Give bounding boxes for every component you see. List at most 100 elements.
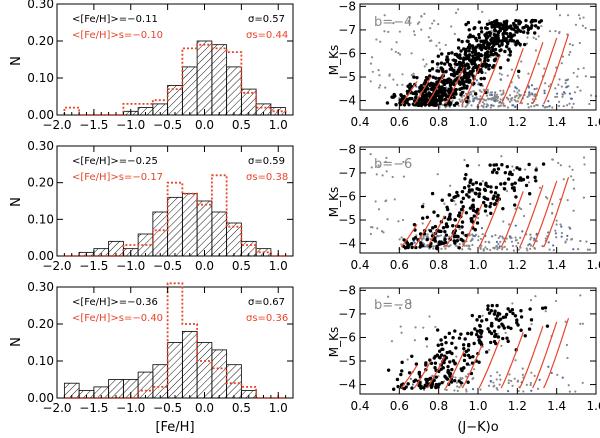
gray-point	[544, 310, 547, 313]
gray-point	[582, 156, 586, 159]
black-point	[469, 217, 473, 221]
black-point	[467, 58, 472, 62]
black-point	[450, 198, 454, 202]
gray-point	[377, 208, 381, 211]
gray-point	[530, 371, 533, 374]
black-point	[511, 311, 515, 316]
gray-point	[463, 158, 466, 162]
gray-point	[458, 386, 461, 389]
black-point	[463, 52, 467, 56]
gray-point	[369, 153, 372, 156]
black-point	[477, 194, 481, 199]
x-tick-label: 0.5	[232, 401, 251, 415]
gray-point	[557, 104, 561, 108]
black-point	[471, 74, 475, 78]
y-tick-label: −4	[338, 378, 356, 392]
black-point	[431, 75, 436, 79]
sigma-black-annotation: σ=0.59	[248, 156, 285, 167]
black-point	[488, 163, 492, 167]
black-point	[487, 311, 492, 315]
blue-point	[538, 378, 541, 381]
black-point	[407, 102, 411, 107]
gray-point	[561, 95, 564, 98]
isochrone-line	[461, 60, 483, 105]
black-point	[473, 191, 478, 195]
gray-point	[511, 244, 515, 248]
black-point	[533, 19, 538, 23]
gray-point	[584, 26, 587, 30]
blue-point	[565, 79, 568, 82]
gray-point	[454, 376, 457, 379]
y-axis-label: N	[9, 56, 24, 66]
gray-point	[492, 31, 495, 34]
blue-point	[413, 241, 416, 244]
gray-point	[489, 374, 492, 378]
gray-point	[486, 247, 489, 251]
gray-point	[438, 48, 442, 51]
black-point	[539, 19, 543, 23]
black-point	[453, 361, 457, 365]
gray-point	[507, 381, 510, 385]
gray-point	[515, 238, 518, 242]
gray-point	[514, 236, 517, 239]
gray-point	[529, 383, 532, 387]
black-point	[478, 324, 482, 328]
gray-point	[516, 100, 519, 103]
gray-point	[392, 21, 395, 25]
black-point	[501, 32, 506, 36]
x-tick-label: 1.0	[468, 115, 487, 129]
blue-point	[495, 240, 499, 244]
gray-point	[561, 55, 565, 58]
black-point	[460, 225, 464, 229]
black-point	[488, 31, 493, 36]
black-point	[477, 20, 482, 24]
black-point	[505, 164, 510, 169]
gray-point	[480, 244, 483, 247]
gray-point	[437, 22, 440, 26]
gray-point	[574, 23, 578, 26]
gray-point	[579, 89, 582, 92]
black-point	[506, 307, 510, 311]
gray-point	[369, 225, 373, 229]
black-point	[480, 70, 484, 75]
gray-point	[398, 53, 402, 56]
gray-point	[461, 105, 464, 108]
gray-point	[479, 388, 482, 391]
black-point	[524, 24, 528, 28]
gray-point	[568, 165, 571, 168]
latitude-label: b=−6	[374, 157, 412, 172]
black-point	[447, 193, 452, 197]
black-point	[429, 92, 433, 97]
black-point	[491, 53, 495, 57]
black-point	[533, 24, 538, 28]
y-tick-label: −8	[338, 0, 356, 13]
gray-point	[528, 94, 531, 97]
black-point	[475, 221, 480, 225]
y-tick-label: 0.10	[27, 71, 54, 85]
blue-point	[561, 376, 564, 379]
gray-point	[529, 202, 532, 206]
gray-point	[573, 91, 577, 94]
gray-point	[375, 38, 378, 41]
gray-point	[590, 94, 593, 97]
gray-point	[534, 93, 537, 96]
gray-point	[559, 164, 562, 167]
panel-cmd-middle: M_Ks	[327, 147, 596, 253]
gray-point	[564, 320, 567, 323]
gray-point	[493, 246, 496, 249]
black-point	[481, 43, 486, 48]
gray-point	[533, 95, 536, 98]
black-point	[480, 319, 484, 323]
gray-point	[402, 160, 405, 164]
gray-point	[437, 234, 441, 238]
gray-point	[578, 17, 582, 20]
black-point	[452, 378, 457, 383]
black-point	[448, 212, 452, 217]
gray-point	[568, 53, 571, 56]
gray-point	[386, 218, 389, 221]
gray-point	[385, 156, 388, 159]
black-point	[414, 90, 418, 94]
gray-point	[526, 36, 529, 39]
black-point	[500, 43, 504, 47]
gray-point	[517, 89, 521, 92]
